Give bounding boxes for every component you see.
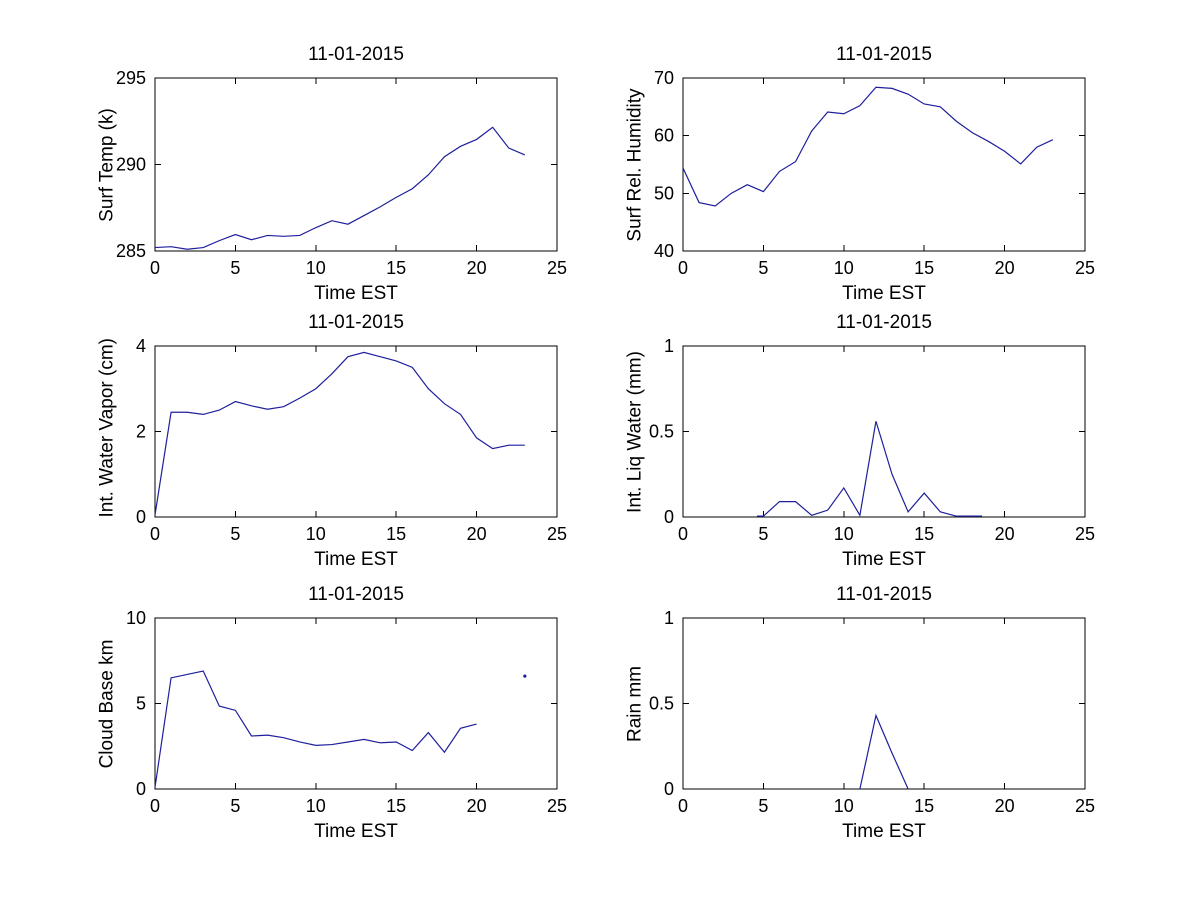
svg-text:2: 2 bbox=[136, 422, 146, 442]
int-liq-water-plot-area: 0 5 10 15 20 25 0 0.5 1 bbox=[649, 336, 1095, 544]
svg-text:5: 5 bbox=[230, 796, 240, 816]
svg-text:5: 5 bbox=[758, 258, 768, 278]
svg-text:40: 40 bbox=[654, 241, 674, 261]
plot-title: 11-01-2015 bbox=[308, 312, 404, 333]
svg-text:10: 10 bbox=[306, 524, 326, 544]
svg-text:25: 25 bbox=[1075, 524, 1095, 544]
svg-text:0: 0 bbox=[136, 779, 146, 799]
surf-rel-humidity-plot-area: 0 5 10 15 20 25 40 50 60 70 bbox=[654, 68, 1095, 278]
svg-text:5: 5 bbox=[758, 796, 768, 816]
svg-text:0: 0 bbox=[678, 796, 688, 816]
subplot-int-water-vapor: 11-01-2015 Int. Water Vapor (cm) 0 5 10 15 2… bbox=[75, 310, 597, 579]
plot-title: 11-01-2015 bbox=[308, 584, 404, 605]
svg-text:25: 25 bbox=[1075, 258, 1095, 278]
svg-text:5: 5 bbox=[230, 258, 240, 278]
svg-text:15: 15 bbox=[914, 524, 934, 544]
svg-text:20: 20 bbox=[995, 258, 1015, 278]
svg-text:4: 4 bbox=[136, 336, 146, 356]
subplot-cloud-base: 11-01-2015 Cloud Base km 0 5 10 15 20 25 0 5 10 … bbox=[75, 582, 597, 851]
svg-text:70: 70 bbox=[654, 68, 674, 88]
svg-text:20: 20 bbox=[467, 258, 487, 278]
svg-text:10: 10 bbox=[306, 258, 326, 278]
svg-text:0.5: 0.5 bbox=[649, 694, 674, 714]
svg-text:0: 0 bbox=[136, 507, 146, 527]
svg-text:5: 5 bbox=[230, 524, 240, 544]
svg-text:295: 295 bbox=[116, 68, 146, 88]
svg-text:10: 10 bbox=[834, 524, 854, 544]
subplot-surf-rel-humidity: 11-01-2015 Surf Rel. Humidity 0 5 10 15 20 25… bbox=[603, 42, 1125, 313]
subplot-int-liq-water: 11-01-2015 Int. Liq Water (mm) 0 5 10 15 20 2… bbox=[603, 310, 1125, 579]
svg-text:10: 10 bbox=[834, 258, 854, 278]
svg-text:290: 290 bbox=[116, 155, 146, 175]
x-axis-label: Time EST bbox=[842, 821, 926, 842]
cloud-base-plot-area: 0 5 10 15 20 25 0 5 10 bbox=[126, 608, 567, 816]
svg-text:15: 15 bbox=[914, 258, 934, 278]
plot-title: 11-01-2015 bbox=[836, 584, 932, 605]
svg-text:0.5: 0.5 bbox=[649, 422, 674, 442]
svg-text:10: 10 bbox=[306, 796, 326, 816]
plot-title: 11-01-2015 bbox=[836, 44, 932, 65]
rain-plot-area: 0 5 10 15 20 25 0 0.5 1 bbox=[649, 608, 1095, 816]
plot-title: 11-01-2015 bbox=[308, 44, 404, 65]
svg-text:0: 0 bbox=[150, 796, 160, 816]
plot-title: 11-01-2015 bbox=[836, 312, 932, 333]
svg-text:285: 285 bbox=[116, 241, 146, 261]
svg-text:25: 25 bbox=[547, 258, 567, 278]
svg-text:20: 20 bbox=[467, 524, 487, 544]
svg-text:5: 5 bbox=[136, 694, 146, 714]
svg-text:0: 0 bbox=[678, 258, 688, 278]
x-axis-label: Time EST bbox=[842, 283, 926, 304]
svg-text:15: 15 bbox=[386, 796, 406, 816]
svg-text:0: 0 bbox=[664, 779, 674, 799]
svg-text:0: 0 bbox=[678, 524, 688, 544]
svg-text:10: 10 bbox=[834, 796, 854, 816]
svg-text:25: 25 bbox=[547, 796, 567, 816]
surf-temp-plot-area: 0 5 10 15 20 25 285 290 295 bbox=[116, 68, 567, 278]
svg-text:1: 1 bbox=[664, 336, 674, 356]
svg-text:20: 20 bbox=[995, 796, 1015, 816]
svg-text:5: 5 bbox=[758, 524, 768, 544]
svg-text:15: 15 bbox=[386, 524, 406, 544]
svg-text:10: 10 bbox=[126, 608, 146, 628]
svg-text:25: 25 bbox=[1075, 796, 1095, 816]
svg-text:20: 20 bbox=[467, 796, 487, 816]
x-axis-label: Time EST bbox=[842, 549, 926, 570]
x-axis-label: Time EST bbox=[314, 549, 398, 570]
subplot-rain: 11-01-2015 Rain mm 0 5 10 15 20 25 0 0.5 1 Time … bbox=[603, 582, 1125, 851]
subplot-surf-temp: 11-01-2015 Surf Temp (k) 0 5 10 15 20 25 285 29… bbox=[75, 42, 597, 313]
svg-text:15: 15 bbox=[386, 258, 406, 278]
svg-text:20: 20 bbox=[995, 524, 1015, 544]
svg-text:0: 0 bbox=[150, 258, 160, 278]
svg-text:15: 15 bbox=[914, 796, 934, 816]
x-axis-label: Time EST bbox=[314, 821, 398, 842]
int-water-vapor-plot-area: 0 5 10 15 20 25 0 2 4 bbox=[136, 336, 567, 544]
svg-text:1: 1 bbox=[664, 608, 674, 628]
svg-text:50: 50 bbox=[654, 183, 674, 203]
svg-text:0: 0 bbox=[664, 507, 674, 527]
svg-text:25: 25 bbox=[547, 524, 567, 544]
x-axis-label: Time EST bbox=[314, 283, 398, 304]
svg-text:60: 60 bbox=[654, 126, 674, 146]
svg-text:0: 0 bbox=[150, 524, 160, 544]
